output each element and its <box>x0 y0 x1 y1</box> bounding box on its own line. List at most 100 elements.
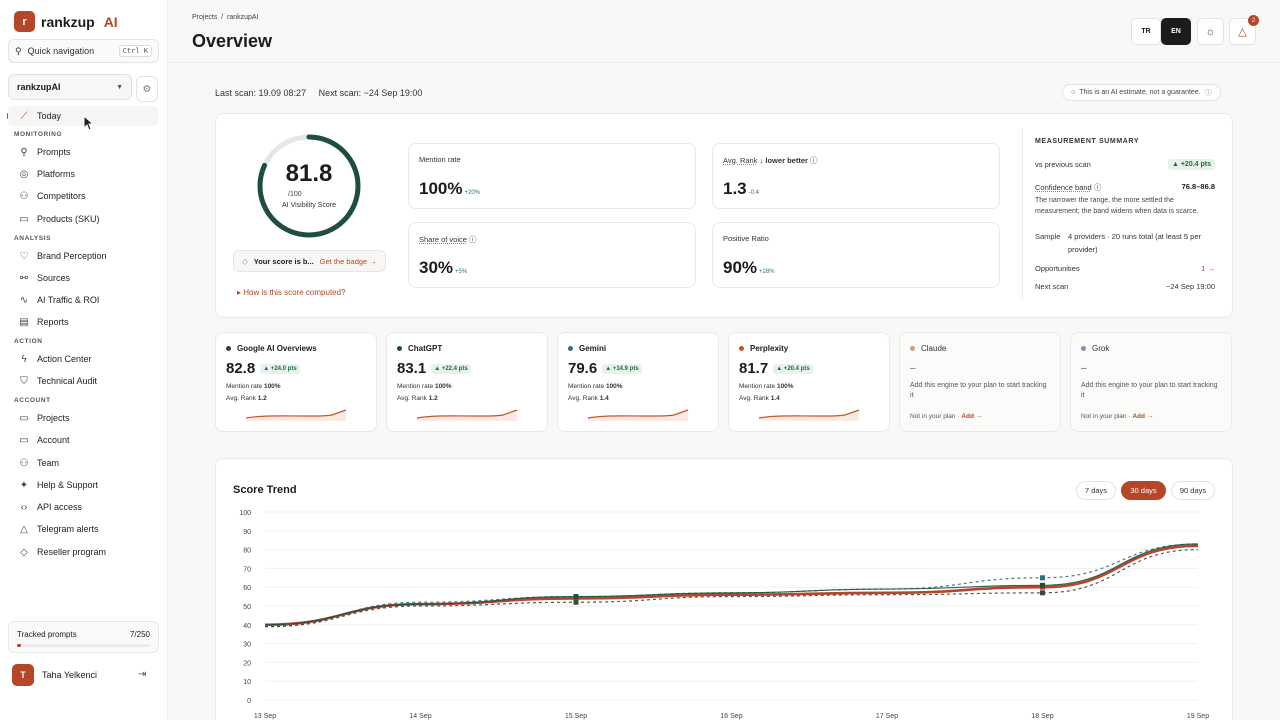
engine-rank: Avg. Rank 1.4 <box>739 395 780 402</box>
engine-name: Claude <box>910 344 946 353</box>
engine-score: 83.1 ▲ +22.4 pts <box>397 360 471 377</box>
sidebar-item-reseller-program[interactable]: ◇ Reseller program <box>8 542 158 562</box>
score-trend-card <box>215 458 1233 720</box>
engine-card[interactable]: Google AI Overviews 82.8 ▲ +24.0 pts Ment… <box>215 332 377 432</box>
measurement-summary-title: MEASUREMENT SUMMARY <box>1035 138 1140 145</box>
summary-label: Opportunities <box>1035 264 1080 273</box>
confidence-band-note: The narrower the range, the more settled… <box>1035 197 1199 215</box>
engine-delta: ▲ +14.9 pts <box>602 363 642 374</box>
info-icon[interactable]: ⓘ <box>469 235 477 244</box>
engine-card[interactable]: Gemini 79.6 ▲ +14.9 pts Mention rate 100%… <box>557 332 719 432</box>
metric-delta: +28% <box>759 269 775 275</box>
scan-info: Last scan: 19.09 08:27 Next scan: ~24 Se… <box>215 88 432 98</box>
sidebar-item-team[interactable]: ⚇ Team <box>8 453 158 473</box>
y-tick-label: 90 <box>243 529 251 536</box>
users-icon: ⚇ <box>19 190 29 202</box>
info-icon[interactable]: ⓘ <box>1204 89 1212 97</box>
sidebar-item-api-access[interactable]: ‹› API access <box>8 497 158 517</box>
sidebar-item-label: Reports <box>37 317 69 327</box>
get-badge-link[interactable]: Get the badge → <box>319 256 377 266</box>
metric-value: 90% +28% <box>723 258 775 277</box>
add-engine-link[interactable]: Add → <box>961 413 983 420</box>
summary-label: Confidence band ⓘ <box>1035 183 1102 192</box>
score-label: AI Visibility Score <box>282 202 336 209</box>
sidebar-item-help[interactable]: ✦ Help & Support <box>8 475 158 495</box>
brand-ai: AI <box>103 13 118 30</box>
score-gauge-arc <box>257 134 361 238</box>
summary-value: 76.8–86.8 <box>1181 182 1215 191</box>
score-value: 81.8 <box>285 160 333 187</box>
sidebar-item-competitors[interactable]: ⚇ Competitors <box>8 186 158 206</box>
activity-icon: ∿ <box>19 294 29 306</box>
sidebar-item-sources[interactable]: ⚯ Sources <box>8 268 158 288</box>
range-30-days-button[interactable]: 30 days <box>1121 481 1166 500</box>
engine-name: ChatGPT <box>397 344 442 353</box>
data-point <box>573 594 579 600</box>
engine-name: Perplexity <box>739 344 788 353</box>
y-tick-label: 60 <box>243 585 251 592</box>
data-point <box>1040 575 1045 581</box>
engine-dot-icon <box>910 346 915 351</box>
engine-score: 79.6 ▲ +14.9 pts <box>568 360 642 377</box>
how-score-computed-text: How is this score computed? <box>243 288 346 297</box>
breadcrumb[interactable]: Projects / rankzupAI <box>192 14 259 21</box>
sidebar-item-reports[interactable]: ▤ Reports <box>8 312 158 332</box>
engine-card[interactable]: Perplexity 81.7 ▲ +20.4 pts Mention rate … <box>728 332 890 432</box>
x-tick-label: 14 Sep <box>409 713 431 720</box>
sidebar-item-account[interactable]: ▭ Account <box>8 430 158 450</box>
metric-share-of-voice: Share of voice ⓘ 30% +5% <box>408 222 696 288</box>
engine-score: 82.8 ▲ +24.0 pts <box>226 360 300 377</box>
theme-toggle-button[interactable]: ☼ <box>1197 18 1224 45</box>
score-denominator: /100 <box>288 191 302 198</box>
link-icon: ⚯ <box>19 272 29 284</box>
badge-pill[interactable]: ◇ Your score is b... Get the badge → <box>233 250 386 272</box>
summary-value[interactable]: 1 → <box>1201 264 1215 273</box>
badge-pill-text: Your score is b... <box>253 256 314 266</box>
bell-icon: △ <box>1238 26 1247 38</box>
engine-plan-status: Not in your plan · Add → <box>910 413 983 420</box>
tracked-prompts-fill <box>17 644 21 647</box>
lang-tr-button[interactable]: TR <box>1131 18 1161 45</box>
last-scan: Last scan: 19.09 08:27 <box>215 88 307 98</box>
quick-navigation-button[interactable]: ⚲ Quick navigation Ctrl K <box>8 39 159 63</box>
range-7-days-button[interactable]: 7 days <box>1076 481 1116 500</box>
engine-mention: Mention rate 100% <box>739 383 794 390</box>
sidebar-item-platforms[interactable]: ◎ Platforms <box>8 164 158 184</box>
summary-sample: Sample 4 providers · 20 runs total (at l… <box>1035 230 1215 256</box>
sun-icon: ☼ <box>1205 25 1216 38</box>
metric-label: Share of voice ⓘ <box>419 234 477 245</box>
sidebar-item-today[interactable]: ⟋ Today <box>8 106 158 126</box>
bell-icon: △ <box>20 523 28 535</box>
sidebar-item-technical-audit[interactable]: ⛉ Technical Audit <box>8 371 158 391</box>
summary-opportunities[interactable]: Opportunities 1 → <box>1035 264 1215 273</box>
project-select[interactable]: rankzupAI ▼ <box>8 74 132 100</box>
data-point <box>1040 590 1045 596</box>
add-engine-link[interactable]: Add → <box>1132 413 1154 420</box>
search-icon: ⚲ <box>15 45 22 56</box>
engine-name: Grok <box>1081 344 1109 353</box>
logout-icon[interactable]: ⇥ <box>138 669 147 680</box>
engine-rank: Avg. Rank 1.4 <box>568 395 609 402</box>
how-score-computed-link[interactable]: ▸ How is this score computed? <box>237 288 346 297</box>
engine-card[interactable]: ChatGPT 83.1 ▲ +22.4 pts Mention rate 100… <box>386 332 548 432</box>
sidebar-item-ai-traffic[interactable]: ∿ AI Traffic & ROI <box>8 290 158 310</box>
sidebar-item-brand-perception[interactable]: ♡ Brand Perception <box>8 246 158 266</box>
sidebar-item-projects[interactable]: ▭ Projects <box>8 408 158 428</box>
data-point <box>1040 582 1045 588</box>
info-icon[interactable]: ⓘ <box>810 156 818 165</box>
range-90-days-button[interactable]: 90 days <box>1171 481 1215 500</box>
user-profile[interactable]: T Taha Yelkenci <box>12 664 97 686</box>
sidebar-item-action-center[interactable]: ϟ Action Center <box>8 349 158 369</box>
lang-en-button[interactable]: EN <box>1161 18 1191 45</box>
info-icon[interactable]: ⓘ <box>1093 183 1102 192</box>
sidebar-item-prompts[interactable]: ⚲ Prompts <box>8 142 158 162</box>
chart-line-icon: ⟋ <box>20 110 28 122</box>
engine-sparkline <box>245 409 347 421</box>
project-settings-button[interactable]: ⚙ <box>136 76 158 102</box>
brand[interactable]: r rankzup AI <box>14 11 118 32</box>
engine-sparkline <box>758 409 860 421</box>
engine-delta: ▲ +24.0 pts <box>260 363 300 374</box>
section-monitoring: MONITORING <box>14 131 63 138</box>
sidebar-item-telegram-alerts[interactable]: △ Telegram alerts <box>8 519 158 539</box>
sidebar-item-products[interactable]: ▭ Products (SKU) <box>8 209 158 229</box>
